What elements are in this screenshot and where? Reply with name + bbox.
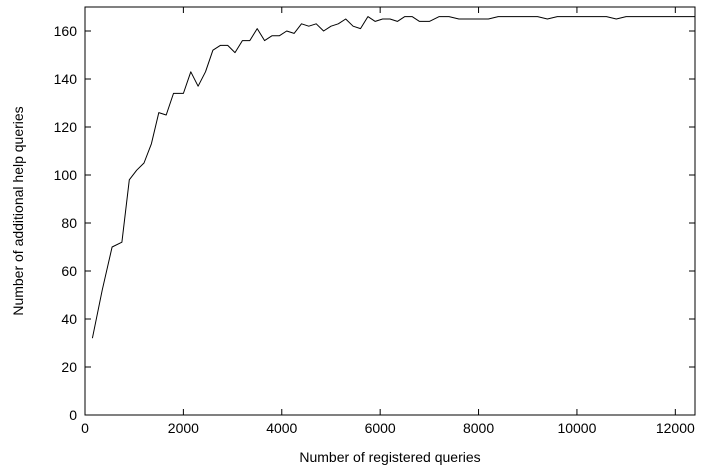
x-tick-label: 2000 — [168, 420, 199, 436]
y-tick-label: 40 — [61, 311, 77, 327]
plot-area — [84, 6, 696, 416]
y-tick-label: 20 — [61, 359, 77, 375]
series-layer — [91, 16, 695, 339]
x-tick-label: 10000 — [557, 420, 596, 436]
axis-ticks: 0 2000 4000 6000 8000 10000 12000 0 20 40 60 80 100 1… — [54, 7, 695, 436]
x-tick-label: 8000 — [463, 420, 494, 436]
x-tick-label: 0 — [81, 420, 89, 436]
y-tick-label: 120 — [54, 119, 78, 135]
y-tick-label: 60 — [61, 263, 77, 279]
series-line — [91, 16, 695, 339]
x-axis-label: Number of registered queries — [299, 449, 480, 465]
x-tick-label: 6000 — [365, 420, 396, 436]
y-tick-label: 80 — [61, 215, 77, 231]
y-axis-label: Number of additional help queries — [10, 106, 26, 315]
x-tick-label: 12000 — [656, 420, 695, 436]
y-tick-label: 100 — [54, 167, 78, 183]
y-tick-label: 140 — [54, 71, 78, 87]
y-tick-label: 160 — [54, 23, 78, 39]
y-tick-label: 0 — [69, 407, 77, 423]
axis-labels: Number of registered queries Number of a… — [10, 106, 481, 465]
plot-frame — [84, 6, 696, 416]
x-tick-label: 4000 — [266, 420, 297, 436]
